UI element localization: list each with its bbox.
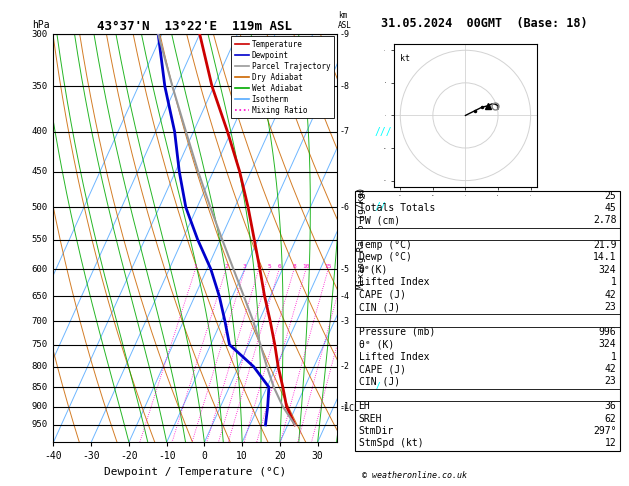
- Text: Lifted Index: Lifted Index: [359, 352, 429, 362]
- Text: 21.9: 21.9: [593, 240, 616, 250]
- Text: 500: 500: [31, 203, 48, 212]
- Text: 3: 3: [243, 264, 247, 269]
- Text: Pressure (mb): Pressure (mb): [359, 327, 435, 337]
- Text: ///: ///: [375, 126, 392, 137]
- Text: 324: 324: [599, 265, 616, 275]
- Text: 800: 800: [31, 362, 48, 371]
- Text: CAPE (J): CAPE (J): [359, 290, 406, 300]
- Text: 23: 23: [604, 377, 616, 386]
- Text: 12: 12: [604, 438, 616, 449]
- Text: -LCL: -LCL: [340, 404, 359, 413]
- Text: CIN (J): CIN (J): [359, 302, 399, 312]
- Text: 350: 350: [31, 82, 48, 91]
- Text: 400: 400: [31, 127, 48, 136]
- Text: 15: 15: [325, 264, 332, 269]
- Text: -7: -7: [340, 127, 349, 136]
- Text: K: K: [359, 191, 364, 201]
- Text: 14.1: 14.1: [593, 252, 616, 262]
- Text: 650: 650: [31, 292, 48, 301]
- Text: 1: 1: [611, 277, 616, 287]
- Text: 1: 1: [611, 352, 616, 362]
- Text: 2: 2: [224, 264, 228, 269]
- Text: EH: EH: [359, 401, 370, 411]
- Text: 324: 324: [599, 339, 616, 349]
- Text: 550: 550: [31, 235, 48, 244]
- Text: SREH: SREH: [359, 414, 382, 424]
- Text: 450: 450: [31, 167, 48, 176]
- Text: Lifted Index: Lifted Index: [359, 277, 429, 287]
- Text: Most Unstable: Most Unstable: [449, 315, 526, 326]
- Text: θᵉ(K): θᵉ(K): [359, 265, 388, 275]
- Text: 297°: 297°: [593, 426, 616, 436]
- Text: kt: kt: [400, 53, 410, 63]
- Text: -9: -9: [340, 30, 349, 38]
- Text: -2: -2: [340, 362, 349, 371]
- Text: © weatheronline.co.uk: © weatheronline.co.uk: [362, 471, 467, 480]
- Text: 42: 42: [604, 364, 616, 374]
- Text: 5: 5: [268, 264, 272, 269]
- Title: 43°37'N  13°22'E  119m ASL: 43°37'N 13°22'E 119m ASL: [97, 20, 292, 33]
- Text: 31.05.2024  00GMT  (Base: 18): 31.05.2024 00GMT (Base: 18): [381, 17, 587, 30]
- Text: -3: -3: [340, 317, 349, 326]
- Text: 950: 950: [31, 420, 48, 429]
- Text: CIN (J): CIN (J): [359, 377, 399, 386]
- Text: Surface: Surface: [467, 228, 508, 239]
- Text: -4: -4: [340, 292, 349, 301]
- Text: /: /: [375, 382, 381, 392]
- Text: 700: 700: [31, 317, 48, 326]
- Text: 42: 42: [604, 290, 616, 300]
- Text: 4: 4: [257, 264, 261, 269]
- Text: 6: 6: [277, 264, 281, 269]
- Text: 36: 36: [604, 401, 616, 411]
- Text: 750: 750: [31, 340, 48, 349]
- Text: /: /: [375, 316, 381, 326]
- Text: 1: 1: [194, 264, 198, 269]
- Text: 8: 8: [292, 264, 296, 269]
- Text: θᵉ (K): θᵉ (K): [359, 339, 394, 349]
- Text: -6: -6: [340, 203, 349, 212]
- Text: //: //: [375, 202, 386, 212]
- Text: Dewp (°C): Dewp (°C): [359, 252, 411, 262]
- Text: -8: -8: [340, 82, 349, 91]
- Text: 25: 25: [604, 191, 616, 201]
- Text: 850: 850: [31, 382, 48, 392]
- Text: 2.78: 2.78: [593, 215, 616, 226]
- Text: 996: 996: [599, 327, 616, 337]
- Text: CAPE (J): CAPE (J): [359, 364, 406, 374]
- Text: 900: 900: [31, 402, 48, 411]
- Text: StmSpd (kt): StmSpd (kt): [359, 438, 423, 449]
- Text: 23: 23: [604, 302, 616, 312]
- Text: -5: -5: [340, 264, 349, 274]
- Text: PW (cm): PW (cm): [359, 215, 399, 226]
- Text: -1: -1: [340, 402, 349, 411]
- Text: Temp (°C): Temp (°C): [359, 240, 411, 250]
- Text: Totals Totals: Totals Totals: [359, 203, 435, 213]
- Text: km
ASL: km ASL: [338, 11, 352, 30]
- Legend: Temperature, Dewpoint, Parcel Trajectory, Dry Adiabat, Wet Adiabat, Isotherm, Mi: Temperature, Dewpoint, Parcel Trajectory…: [231, 36, 334, 119]
- Text: 600: 600: [31, 264, 48, 274]
- Text: 300: 300: [31, 30, 48, 38]
- X-axis label: Dewpoint / Temperature (°C): Dewpoint / Temperature (°C): [104, 467, 286, 477]
- Text: Mixing Ratio (g/kg): Mixing Ratio (g/kg): [357, 187, 367, 289]
- Text: 45: 45: [604, 203, 616, 213]
- Text: 10: 10: [302, 264, 309, 269]
- Text: 62: 62: [604, 414, 616, 424]
- Text: StmDir: StmDir: [359, 426, 394, 436]
- Text: Hodograph: Hodograph: [461, 390, 514, 400]
- Text: hPa: hPa: [32, 20, 50, 30]
